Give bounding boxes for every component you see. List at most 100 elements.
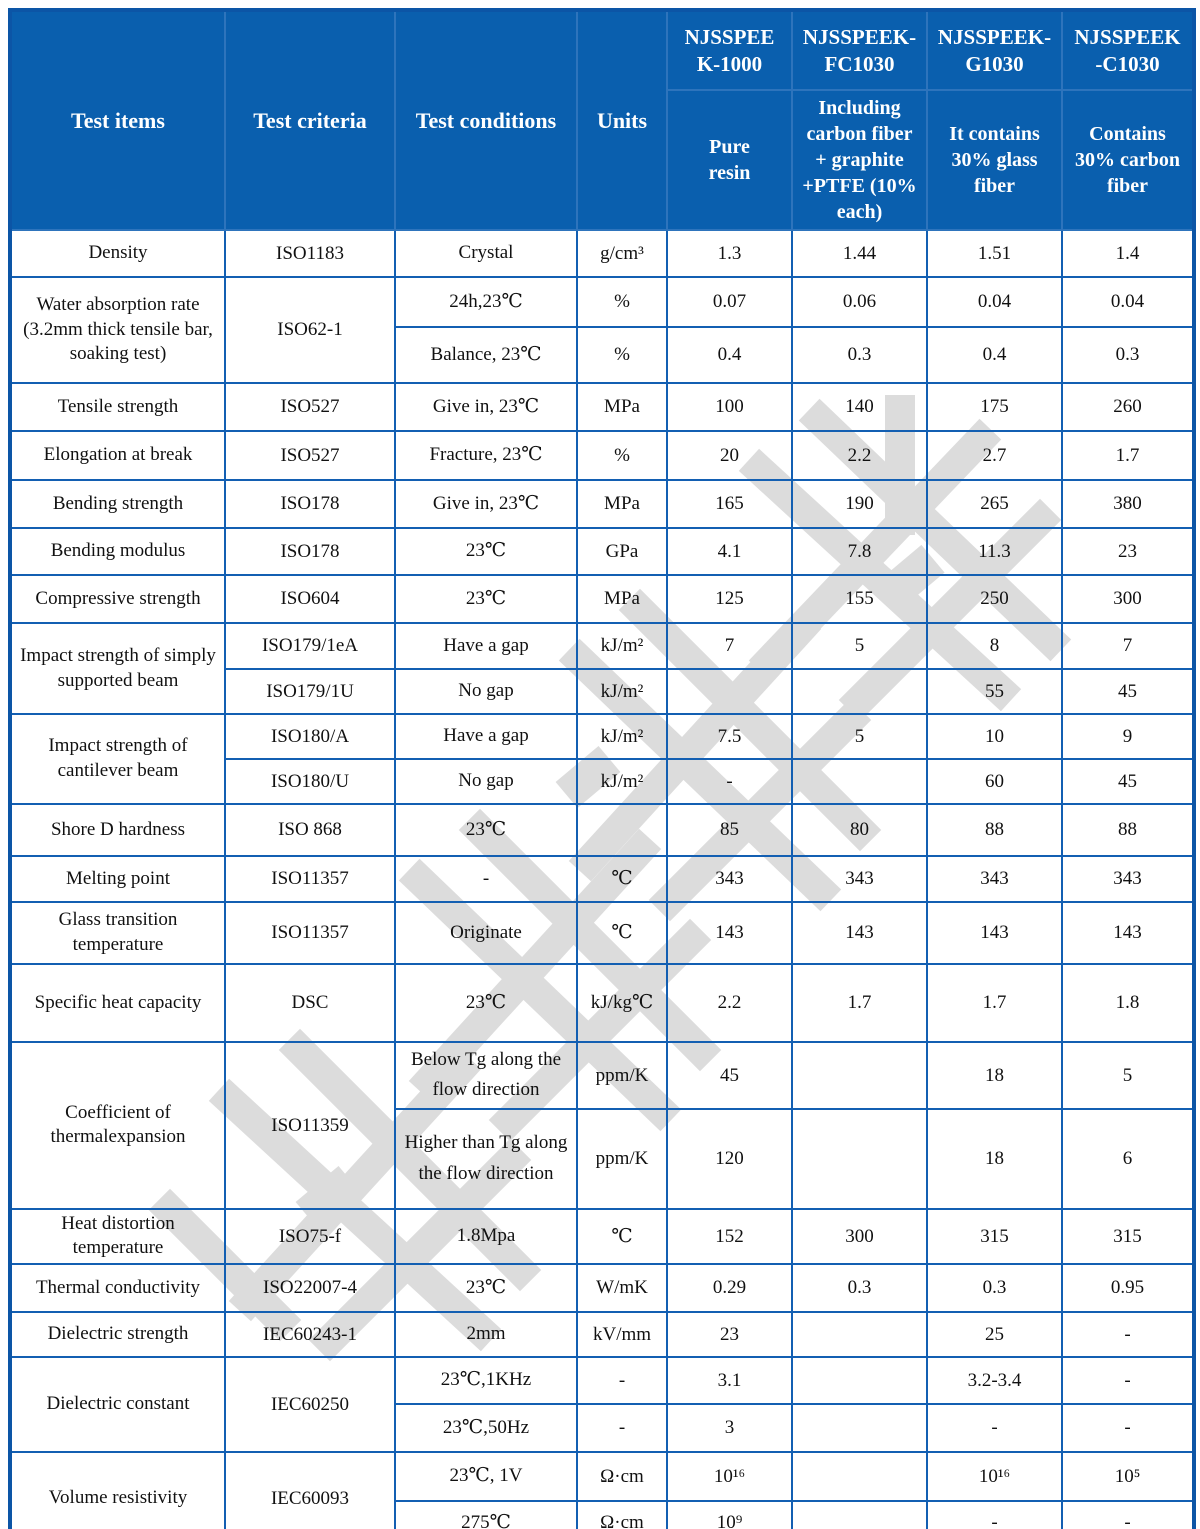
cell-unit [576, 803, 668, 857]
table-row: Compressive strength ISO604 23℃ MPa 125 155 25… [9, 574, 1195, 624]
cell-item: Elongation at break [9, 430, 226, 481]
cell-criteria: DSC [224, 963, 396, 1043]
cell-condition: 1.8Mpa [394, 1207, 578, 1266]
cell-value: 0.3 [791, 326, 928, 384]
table-row: Coefficient of thermalexpansion ISO11359 B… [9, 1041, 1195, 1210]
table-row: Dielectric constant IEC60250 23℃,1KHz -3.1 3… [9, 1356, 1195, 1454]
cell-value [791, 1107, 928, 1210]
cell-unit: ℃ [576, 1207, 668, 1266]
cell-value: 1.7 [791, 963, 928, 1043]
table-row: Impact strength of cantilever beam ISO180… [9, 713, 1195, 805]
cell-value: 1.51 [926, 229, 1063, 278]
cell-value [791, 1451, 928, 1503]
cell-criteria: ISO179/1U [224, 668, 396, 715]
cell-criteria: ISO75-f [224, 1207, 396, 1266]
material-spec-table: Test items Test criteria Test conditions… [8, 8, 1196, 1529]
cell-value [791, 1403, 928, 1454]
cell-unit: kJ/kg℃ [576, 963, 668, 1043]
cell-value: 1.3 [666, 229, 793, 278]
cell-value: 45 [1061, 758, 1195, 805]
table-row: Tensile strength ISO527 Give in, 23℃ MPa 100… [9, 382, 1195, 432]
cell-value: 152 [666, 1207, 793, 1266]
cell-value [791, 668, 928, 715]
cell-value: 3.2-3.4 [926, 1356, 1063, 1406]
cell-unit: % [576, 326, 668, 384]
cell-value: 7.8 [791, 527, 928, 576]
cell-condition: 23℃,1KHz [394, 1356, 578, 1406]
cell-value: 265 [926, 479, 1063, 529]
cell-value: 0.3 [926, 1263, 1063, 1314]
cell-value: - [926, 1500, 1063, 1529]
cell-item: Glass transition temperature [9, 901, 226, 965]
cell-value: 0.04 [1061, 276, 1195, 328]
cell-value: 0.06 [791, 276, 928, 328]
cell-unit: % [576, 430, 668, 481]
cell-condition: Higher than Tg along the flow direction [394, 1107, 578, 1210]
cell-value: - [926, 1403, 1063, 1454]
cell-condition: - [394, 855, 578, 903]
cell-unit: % [576, 276, 668, 328]
cell-criteria: ISO527 [224, 382, 396, 432]
cell-unit: ppm/K [576, 1107, 668, 1210]
cell-item: Dielectric constant [9, 1356, 226, 1454]
cell-value: - [1061, 1403, 1195, 1454]
cell-item: Density [9, 229, 226, 278]
cell-unit: ppm/K [576, 1041, 668, 1110]
cell-value: 175 [926, 382, 1063, 432]
cell-item: Tensile strength [9, 382, 226, 432]
table-row: 275℃ Ω·cm 10⁹ - - [10, 1500, 1195, 1529]
cell-item: Thermal conductivity [9, 1263, 226, 1314]
cell-value: 88 [926, 803, 1063, 857]
cell-condition: 23℃ [394, 574, 578, 624]
cell-unit: Ω·cm [576, 1500, 668, 1529]
cell-value: 0.07 [666, 276, 793, 328]
cell-value [791, 1356, 928, 1406]
cell-value: 260 [1061, 382, 1195, 432]
cell-value: - [666, 758, 793, 805]
cell-value: 10⁵ [1061, 1451, 1195, 1503]
cell-value: 143 [666, 901, 793, 965]
cell-value: - [1061, 1500, 1195, 1529]
cell-value: 2.2 [666, 963, 793, 1043]
cell-value: 143 [926, 901, 1063, 965]
cell-value: 9 [1061, 713, 1195, 760]
cell-value: 0.29 [666, 1263, 793, 1314]
cell-item: Bending modulus [9, 527, 226, 576]
cell-criteria: ISO1183 [224, 229, 396, 278]
cell-criteria: ISO11359 [224, 1041, 396, 1210]
cell-value: 25 [926, 1311, 1063, 1359]
table-row: Shore D hardness ISO 868 23℃ 85 80 88 88 [9, 803, 1195, 857]
cell-value: 10¹⁶ [666, 1451, 793, 1503]
cell-value: 0.4 [926, 326, 1063, 384]
cell-unit: Ω·cm [576, 1451, 668, 1503]
cell-value: 60 [926, 758, 1063, 805]
cell-criteria: ISO604 [224, 574, 396, 624]
cell-value: 380 [1061, 479, 1195, 529]
cell-criteria: ISO178 [224, 479, 396, 529]
cell-value: 5 [791, 713, 928, 760]
cell-value: 5 [1061, 1041, 1195, 1110]
cell-condition: Below Tg along the flow direction [394, 1041, 578, 1110]
header-row-products: Test items Test criteria Test conditions… [9, 9, 1195, 231]
table-row: Melting point ISO11357- ℃ 343 343 343 343 [9, 855, 1195, 903]
cell-value: 10⁹ [666, 1500, 793, 1529]
cell-value: 11.3 [926, 527, 1063, 576]
cell-condition: Give in, 23℃ [394, 479, 578, 529]
cell-value: 155 [791, 574, 928, 624]
product-desc-k1000: Pure resin [666, 89, 793, 231]
cell-value [791, 1041, 928, 1110]
cell-value: 23 [1061, 527, 1195, 576]
table-row: Impact strength of simply supported beam… [9, 622, 1195, 715]
cell-value: 165 [666, 479, 793, 529]
cell-condition: Fracture, 23℃ [394, 430, 578, 481]
cell-value: 1.44 [791, 229, 928, 278]
cell-item: Dielectric strength [9, 1311, 226, 1359]
table-header: Test items Test criteria Test conditions… [9, 9, 1195, 231]
cell-criteria: IEC60093 [224, 1451, 396, 1529]
cell-value: 100 [666, 382, 793, 432]
cell-value: 300 [1061, 574, 1195, 624]
table-row: Heat distortion temperature ISO75-f 1.8Mpa… [9, 1207, 1195, 1266]
cell-item: Volume resistivity [9, 1451, 226, 1529]
cell-criteria: ISO527 [224, 430, 396, 481]
col-header-test-items: Test items [9, 9, 226, 231]
